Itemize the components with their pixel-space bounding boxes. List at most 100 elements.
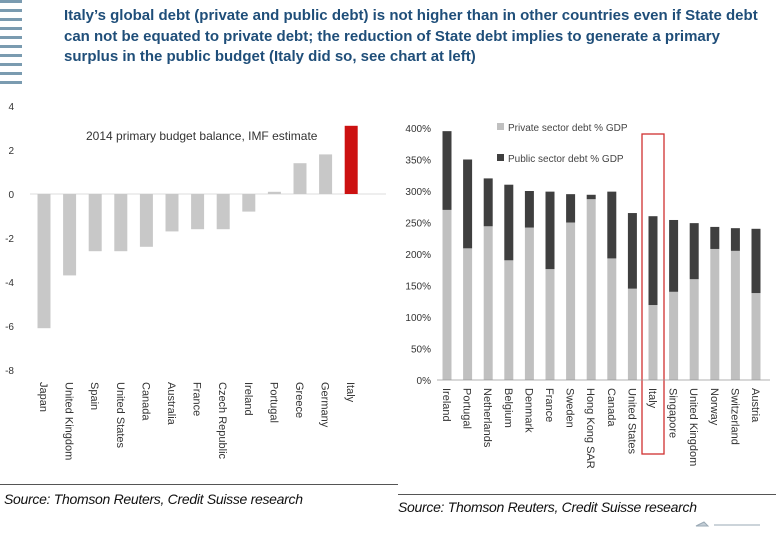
chart2-category-belgium: Belgium: [502, 388, 514, 428]
chart2-y-tick: 300%: [405, 187, 431, 198]
chart2-source: Source: Thomson Reuters, Credit Suisse r…: [398, 499, 697, 515]
chart1-title: 2014 primary budget balance, IMF estimat…: [86, 129, 318, 143]
chart1-bar-france: [191, 194, 205, 230]
chart1-category-france: France: [191, 382, 203, 416]
chart2-category-canada: Canada: [605, 388, 617, 427]
chart1-category-greece: Greece: [293, 382, 305, 418]
chart2-category-france: France: [543, 388, 555, 422]
chart1-bar-italy: [344, 125, 358, 194]
chart2-bar-public-switzerland: [730, 228, 740, 251]
footer-logo: [695, 521, 760, 527]
chart2-bar-private-netherlands: [483, 226, 493, 380]
chart2-category-sweden: Sweden: [564, 388, 576, 428]
chart1-y-tick: 0: [8, 190, 14, 201]
chart2-category-ireland: Ireland: [440, 388, 452, 422]
chart1-bar-greece: [293, 163, 307, 194]
chart1-source: Source: Thomson Reuters, Credit Suisse r…: [4, 491, 303, 507]
chart1-y-tick: -6: [5, 322, 14, 333]
chart1-bar-united-kingdom: [63, 194, 77, 276]
chart2-y-tick: 150%: [405, 282, 431, 293]
chart2-bars: [442, 131, 761, 380]
chart2-category-united-kingdom: United Kingdom: [687, 388, 699, 466]
chart1-category-canada: Canada: [139, 382, 151, 421]
chart2-bar-private-italy: [648, 305, 658, 380]
chart2-bar-private-singapore: [669, 291, 679, 380]
chart2-bar-private-belgium: [504, 260, 514, 380]
chart2-category-switzerland: Switzerland: [728, 388, 740, 445]
chart2-bar-private-norway: [710, 248, 720, 380]
headline-text: Italy’s global debt (private and public …: [64, 7, 758, 65]
chart1-y-tick: -4: [5, 278, 14, 289]
chart2-bar-public-canada: [607, 191, 617, 259]
chart1-category-labels: Japan United Kingdom Spain United States Can…: [37, 382, 356, 460]
chart2-bar-private-portugal: [463, 248, 473, 380]
chart2-bar-public-united-kingdom: [689, 223, 699, 280]
chart2-y-tick: 400%: [405, 124, 431, 135]
chart1-category-united-kingdom: United Kingdom: [63, 382, 75, 460]
chart2-category-italy: Italy: [646, 388, 658, 409]
chart2-legend: Private sector debt % GDP Public sector …: [497, 123, 628, 165]
chart2-bar-private-united-kingdom: [689, 279, 699, 380]
chart1-bar-czech-republic: [216, 194, 230, 230]
chart2-category-united-states: United States: [625, 388, 637, 455]
chart2-bar-public-hong-kong-sar: [586, 194, 596, 200]
chart1-bar-spain: [88, 194, 102, 252]
chart2-y-tick: 200%: [405, 250, 431, 261]
chart2-bar-public-denmark: [524, 191, 534, 228]
legend-label-private: Private sector debt % GDP: [508, 123, 628, 134]
chart2-category-denmark: Denmark: [522, 388, 534, 433]
chart2-category-netherlands: Netherlands: [481, 388, 493, 448]
chart1-y-axis: 4 2 0 -2 -4 -6 -8: [5, 102, 14, 377]
chart2-y-tick: 50%: [411, 345, 431, 356]
chart2-bar-public-singapore: [669, 219, 679, 292]
chart2-bar-private-ireland: [442, 209, 452, 380]
chart2-bar-public-italy: [648, 216, 658, 306]
chart2-bar-public-united-states: [627, 213, 637, 289]
chart2-bar-private-austria: [751, 293, 761, 380]
chart1-category-japan: Japan: [37, 382, 49, 412]
chart1-y-tick: 4: [8, 102, 14, 113]
chart2-y-tick: 250%: [405, 219, 431, 230]
chart2-y-axis: 400% 350% 300% 250% 200% 150% 100% 50% 0%: [405, 124, 431, 387]
chart2-bar-private-hong-kong-sar: [586, 199, 596, 380]
decorative-stripes: [0, 0, 24, 90]
chart1-y-tick: 2: [8, 146, 14, 157]
legend-swatch-public: [497, 154, 504, 161]
chart2-bar-private-canada: [607, 258, 617, 380]
legend-label-public: Public sector debt % GDP: [508, 154, 624, 165]
chart2-category-hong-kong-sar: Hong Kong SAR: [584, 388, 596, 469]
chart2-category-singapore: Singapore: [667, 388, 679, 438]
chart2-bar-public-netherlands: [483, 178, 493, 227]
chart1-y-tick: -2: [5, 234, 14, 245]
chart2-bar-private-france: [545, 269, 555, 380]
chart1-category-ireland: Ireland: [242, 382, 254, 416]
chart1-bar-australia: [165, 194, 179, 232]
chart1-bar-united-states: [114, 194, 128, 252]
chart2-bar-public-france: [545, 191, 555, 270]
chart2-bar-public-ireland: [442, 131, 452, 210]
chart2-y-tick: 0%: [417, 376, 432, 387]
chart2-bar-private-united-states: [627, 288, 637, 380]
chart1-y-tick: -8: [5, 366, 14, 377]
chart1-bar-japan: [37, 194, 51, 329]
chart2-bar-public-portugal: [463, 159, 473, 249]
chart1-category-united-states: United States: [114, 382, 126, 449]
chart1-bar-portugal: [267, 191, 281, 194]
chart2-source-rule: [398, 494, 776, 495]
chart2-bar-public-sweden: [566, 194, 576, 223]
chart2-category-austria: Austria: [749, 388, 761, 423]
chart1-bars: [30, 125, 386, 329]
chart1-category-germany: Germany: [319, 382, 331, 428]
chart2-category-labels: Ireland Portugal Netherlands Belgium Denmark…: [440, 388, 761, 469]
chart1-bar-canada: [139, 194, 153, 247]
chart1-category-italy: Italy: [344, 382, 356, 403]
legend-swatch-private: [497, 123, 504, 130]
chart1-source-rule: [0, 484, 398, 485]
chart2-bar-public-austria: [751, 228, 761, 294]
chart2-category-norway: Norway: [708, 388, 720, 426]
chart2-category-portugal: Portugal: [461, 388, 473, 429]
chart1-category-portugal: Portugal: [267, 382, 279, 423]
chart2-bar-private-switzerland: [730, 250, 740, 380]
chart1-category-czech-republic: Czech Republic: [216, 382, 228, 460]
